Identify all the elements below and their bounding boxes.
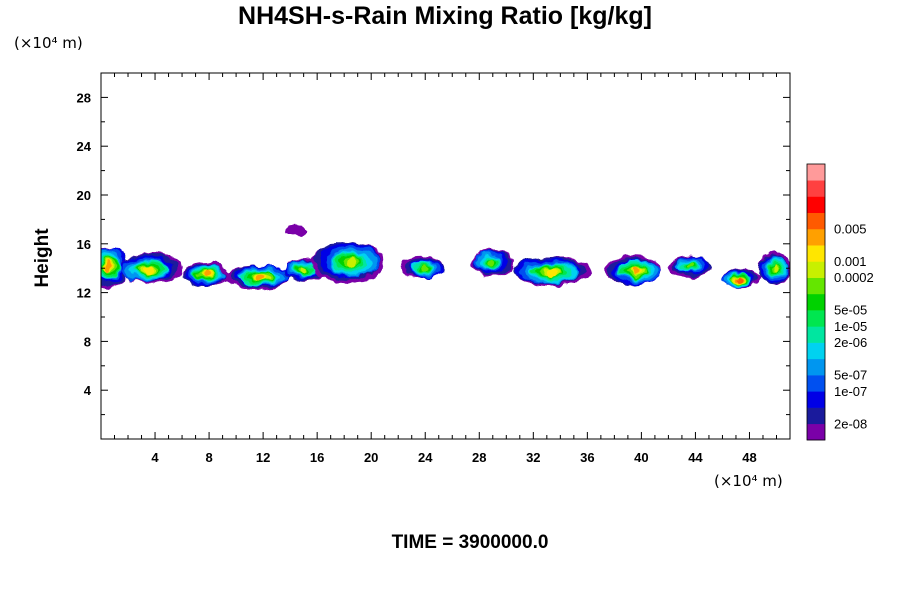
colorbar-swatch — [807, 212, 825, 230]
y-axis-unit: (×10⁴ m) — [14, 34, 83, 52]
colorbar-swatch — [807, 358, 825, 376]
colorbar-swatch — [807, 293, 825, 311]
colorbar-swatch — [807, 164, 825, 181]
cloud-contour — [632, 266, 639, 274]
cloud-9 — [470, 249, 514, 277]
cloud-12 — [668, 255, 712, 278]
cloud-contour — [772, 264, 778, 272]
colorbar-swatch — [807, 407, 825, 425]
cloud-contour — [203, 271, 210, 278]
cloud-1 — [101, 247, 129, 289]
cloud-contour — [256, 274, 264, 280]
cloud-8 — [400, 256, 445, 279]
x-tick-label: 4 — [151, 450, 159, 465]
colorbar-label: 2e-08 — [834, 416, 867, 431]
cloud-contour — [300, 266, 307, 272]
x-axis-unit: (×10⁴ m) — [714, 472, 783, 490]
cloud-11 — [604, 255, 662, 285]
colorbar-label: 1e-07 — [834, 384, 867, 399]
x-tick-label: 32 — [526, 450, 540, 465]
colorbar: 2e-081e-075e-072e-061e-055e-050.00020.00… — [806, 163, 874, 441]
y-tick-label: 8 — [84, 334, 91, 349]
x-tick-label: 20 — [364, 450, 378, 465]
colorbar-swatch — [807, 375, 825, 392]
colorbar-swatch — [807, 310, 825, 327]
cloud-14 — [757, 252, 790, 285]
cloud-contour — [686, 262, 694, 269]
colorbar-frame — [806, 163, 826, 441]
x-tick-label: 48 — [742, 450, 756, 465]
cloud-contour — [284, 223, 309, 236]
colorbar-label: 5e-05 — [834, 303, 867, 318]
time-label: TIME = 3900000.0 — [391, 532, 549, 553]
y-tick-label: 16 — [77, 237, 91, 252]
plot-frame — [100, 72, 791, 440]
x-tick-label: 16 — [310, 450, 324, 465]
colorbar-swatch — [807, 423, 825, 441]
colorbar-swatch — [807, 228, 825, 246]
cloud-contour — [346, 257, 357, 268]
colorbar-swatch — [807, 342, 825, 360]
cloud-contour — [144, 265, 153, 274]
colorbar-label: 2e-06 — [834, 335, 867, 350]
cloud-7 — [311, 241, 385, 284]
colorbar-label: 0.0002 — [834, 270, 874, 285]
colorbar-swatch — [807, 196, 825, 214]
cloud-2 — [120, 252, 184, 285]
cloud-13 — [721, 268, 760, 289]
colorbar-label: 0.005 — [834, 221, 867, 236]
colorbar-swatch — [807, 277, 825, 295]
colorbar-label: 5e-07 — [834, 368, 867, 383]
cloud-4 — [224, 265, 291, 290]
cloud-3 — [182, 262, 229, 287]
plot-area — [101, 73, 790, 439]
y-tick-label: 20 — [77, 188, 91, 203]
colorbar-swatch — [807, 245, 825, 262]
y-tick-label: 24 — [77, 139, 92, 154]
chart-title: NH4SH-s-Rain Mixing Ratio [kg/kg] — [238, 2, 652, 30]
x-tick-label: 36 — [580, 450, 594, 465]
cloud-contour — [420, 265, 428, 272]
x-tick-label: 28 — [472, 450, 486, 465]
colorbar-swatch — [807, 180, 825, 197]
cloud-contour — [486, 258, 494, 266]
colorbar-swatch — [807, 391, 825, 408]
colorbar-swatch — [807, 326, 825, 343]
cloud-contour — [736, 276, 742, 282]
colorbar-label: 1e-05 — [834, 319, 867, 334]
cloud-contour — [106, 261, 112, 272]
y-tick-label: 28 — [77, 90, 91, 105]
cloud-contour — [546, 268, 557, 276]
colorbar-swatch — [807, 261, 825, 278]
cloud-5 — [284, 223, 309, 236]
cloud-layer — [101, 223, 790, 290]
x-tick-label: 40 — [634, 450, 648, 465]
colorbar-label: 0.001 — [834, 254, 867, 269]
x-tick-label: 12 — [256, 450, 270, 465]
x-tick-label: 24 — [418, 450, 433, 465]
cloud-10 — [512, 256, 592, 287]
y-tick-label: 4 — [84, 383, 92, 398]
y-tick-label: 12 — [77, 286, 91, 301]
x-tick-label: 8 — [205, 450, 212, 465]
x-tick-label: 44 — [688, 450, 703, 465]
